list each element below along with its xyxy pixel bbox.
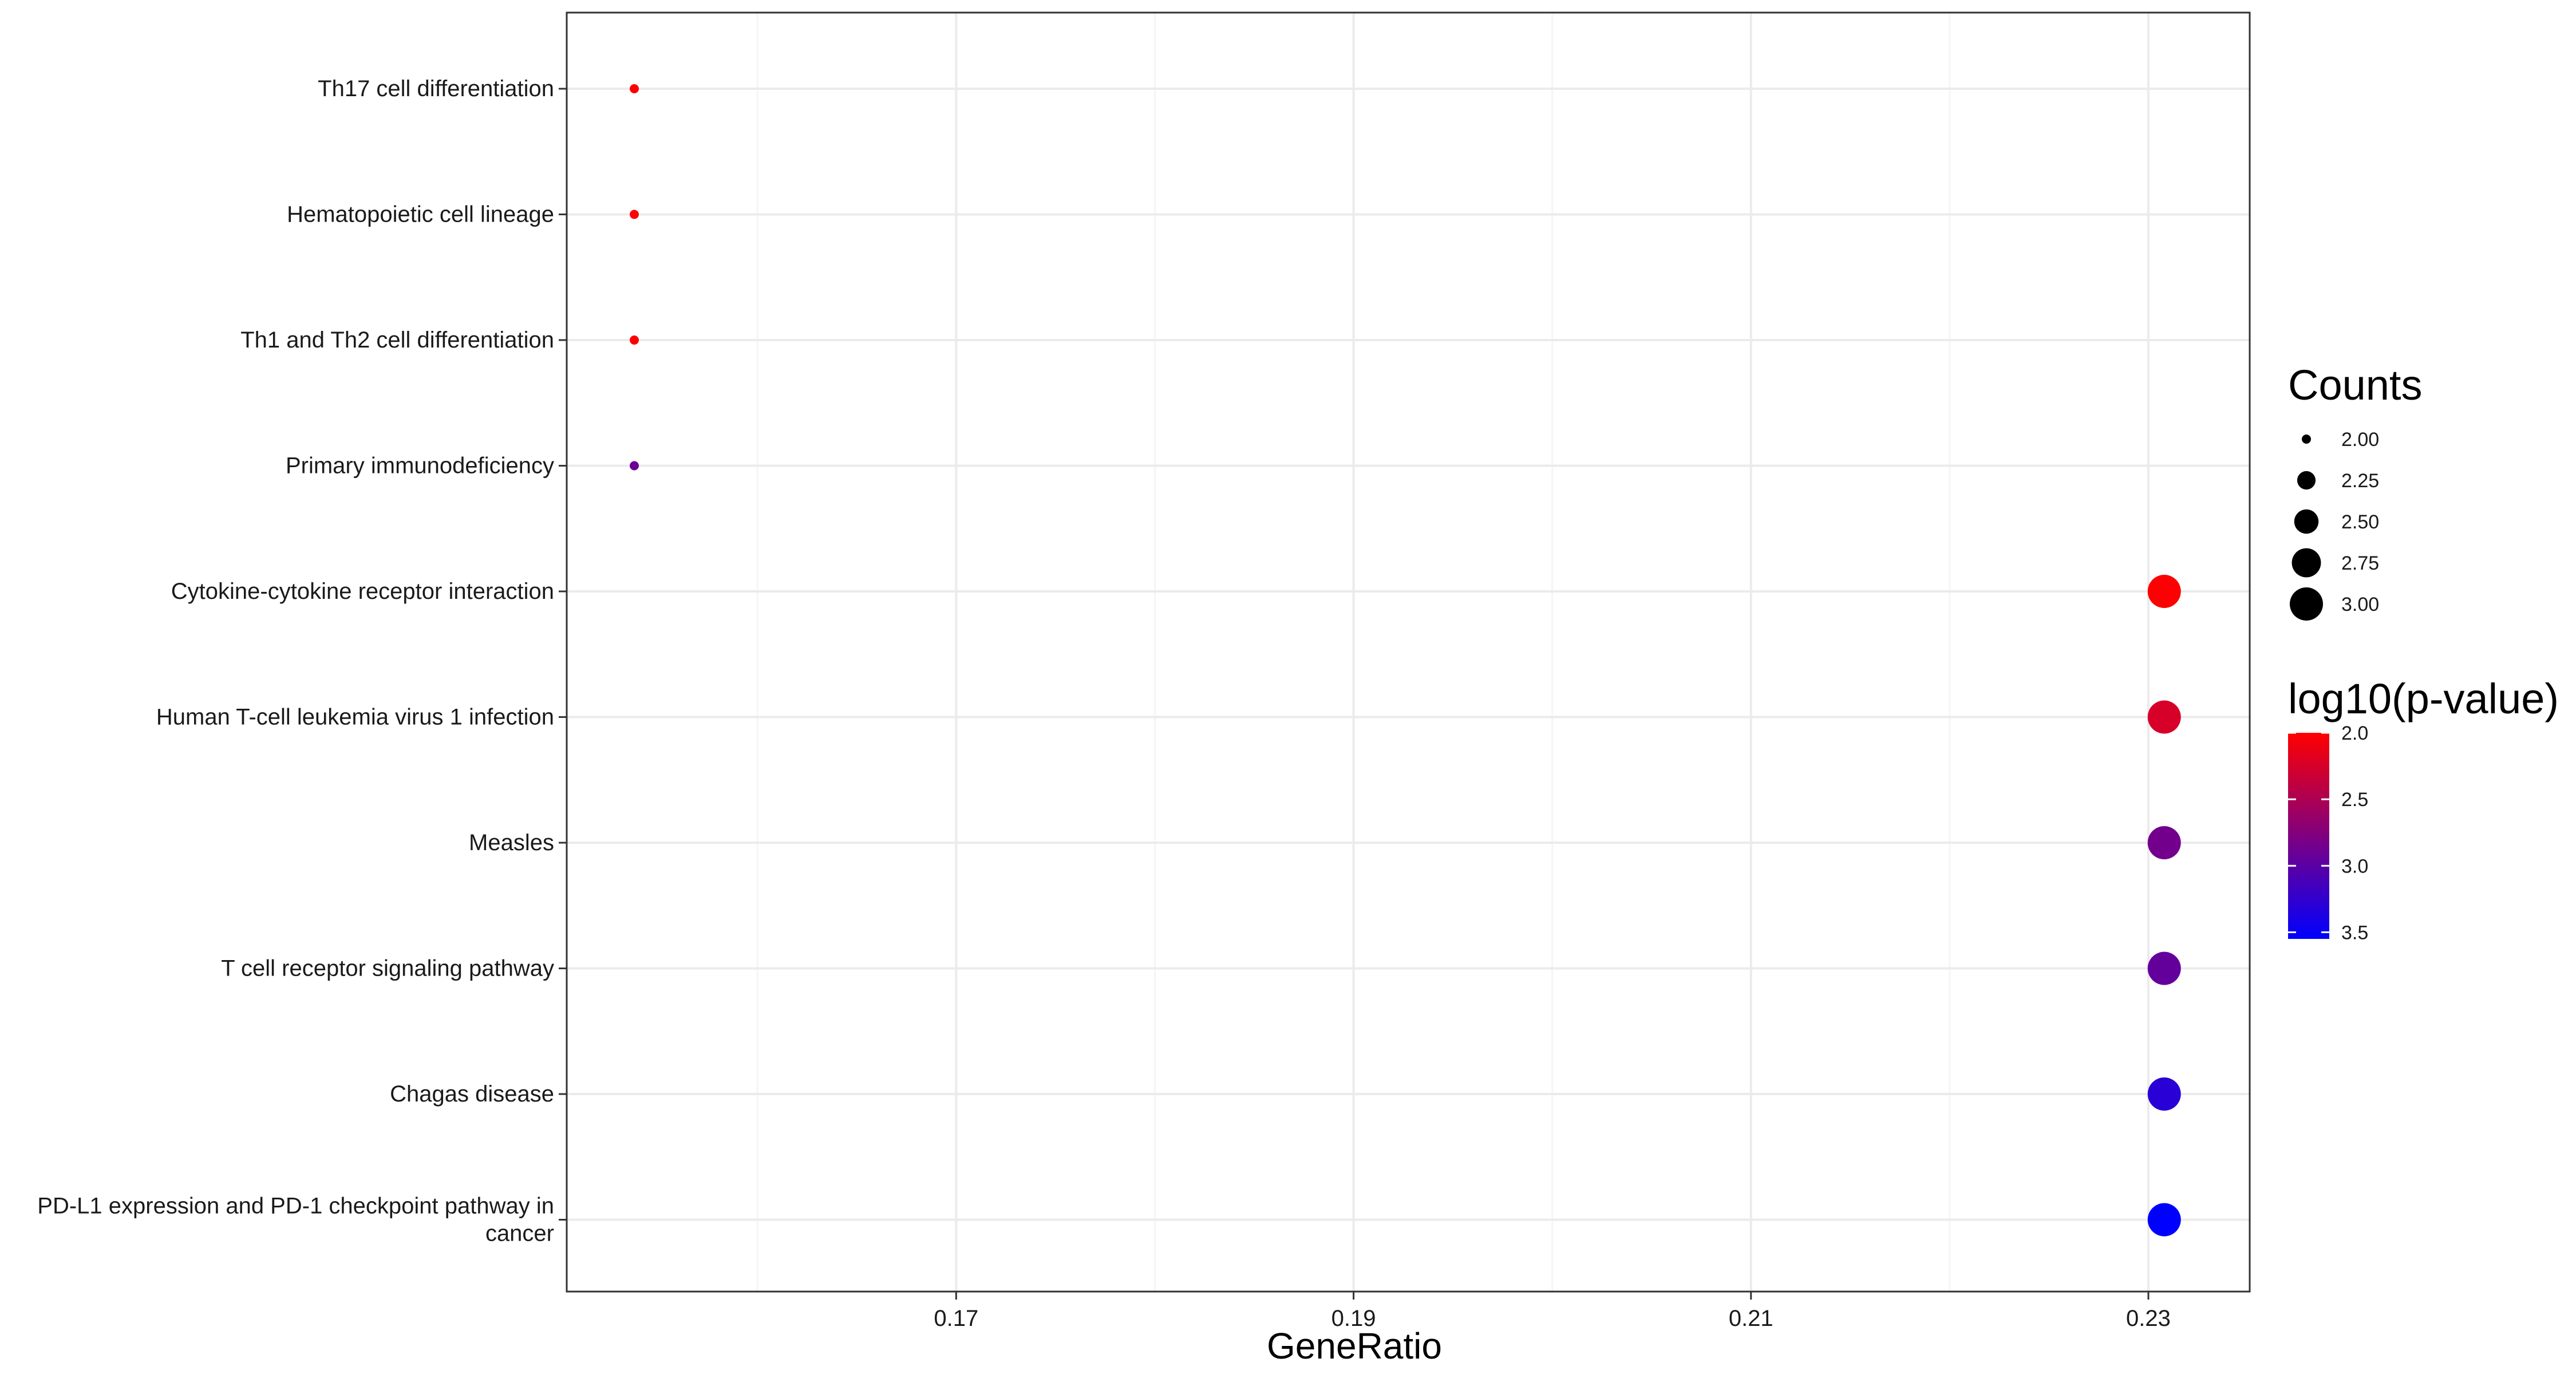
data-point [630, 84, 639, 93]
x-axis-tick-labels: 0.17 0.19 0.21 0.23 [934, 1306, 2171, 1331]
x-tick-label: 0.21 [1729, 1306, 1773, 1331]
data-point [630, 461, 639, 471]
size-legend-label: 2.50 [2341, 511, 2379, 533]
size-legend-key [2290, 587, 2323, 621]
y-axis-tick-labels: Th17 cell differentiation Hematopoietic c… [37, 76, 554, 1246]
y-tick-label: Th17 cell differentiation [318, 76, 554, 101]
color-legend: log10(p-value) 2.0 2.5 3.0 3.5 [2288, 675, 2559, 943]
x-tick-label: 0.17 [934, 1306, 978, 1331]
data-points [630, 84, 2181, 1237]
size-legend-key [2294, 509, 2319, 534]
data-point [2147, 1077, 2181, 1111]
major-gridlines [567, 13, 2250, 1292]
data-point [2147, 1203, 2181, 1237]
color-legend-bar [2288, 733, 2329, 939]
size-legend-key [2297, 471, 2316, 490]
y-tick-label: Th1 and Th2 cell differentiation [240, 327, 554, 353]
data-point [2147, 951, 2181, 985]
x-tick-label: 0.19 [1332, 1306, 1376, 1331]
color-legend-title: log10(p-value) [2288, 675, 2559, 722]
size-legend-label: 2.75 [2341, 552, 2379, 574]
color-legend-label: 3.0 [2341, 855, 2368, 877]
x-axis-ticks [955, 1292, 2150, 1300]
size-legend-title: Counts [2288, 361, 2422, 409]
y-tick-label: Primary immunodeficiency [286, 453, 554, 479]
y-tick-label: Cytokine-cytokine receptor interaction [171, 579, 554, 604]
data-point [630, 335, 639, 345]
size-legend-label: 2.25 [2341, 470, 2379, 492]
color-legend-label: 2.0 [2341, 722, 2368, 744]
x-axis-title: GeneRatio [1267, 1325, 1442, 1367]
y-tick-label: Hematopoietic cell lineage [287, 202, 554, 227]
y-tick-label: T cell receptor signaling pathway [221, 956, 554, 981]
y-tick-label: Human T-cell leukemia virus 1 infection [156, 705, 554, 730]
x-tick-label: 0.23 [2126, 1306, 2171, 1331]
y-tick-label: Chagas disease [390, 1081, 554, 1107]
data-point [2147, 700, 2181, 734]
minor-gridlines [756, 13, 1951, 1292]
size-legend-key [2291, 548, 2321, 578]
color-legend-ticks: 2.0 2.5 3.0 3.5 [2288, 722, 2368, 943]
size-legend-items: 2.00 2.25 2.50 2.75 3.00 [2290, 429, 2379, 621]
size-legend-key [2302, 435, 2311, 444]
plot-panel-border [566, 11, 2251, 1293]
color-legend-label: 2.5 [2341, 789, 2368, 811]
size-legend: Counts 2.00 2.25 2.50 2.75 3.00 [2288, 361, 2422, 621]
y-tick-label: PD-L1 expression and PD-1 checkpoint pat… [37, 1194, 554, 1246]
y-tick-label: Measles [469, 830, 554, 855]
size-legend-label: 3.00 [2341, 594, 2379, 615]
color-legend-label: 3.5 [2341, 922, 2368, 943]
data-point [630, 210, 639, 219]
data-point [2147, 575, 2181, 608]
data-point [2147, 826, 2181, 859]
y-axis-ticks [559, 88, 567, 1221]
size-legend-label: 2.00 [2341, 429, 2379, 451]
